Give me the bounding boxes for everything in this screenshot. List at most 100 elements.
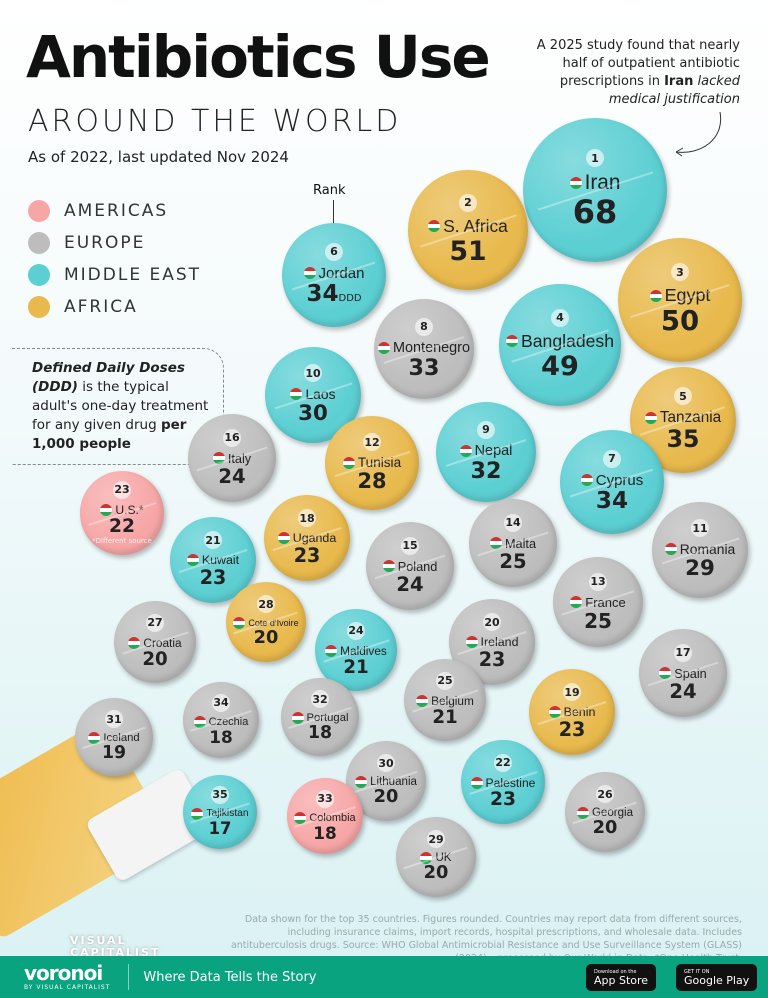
legend-label: MIDDLE EAST: [64, 265, 202, 285]
country-label: Tunisia: [342, 455, 401, 470]
flag-icon: [294, 811, 307, 824]
bubble-jordan: 6 Jordan 34DDD: [282, 223, 386, 327]
value-number: 18: [313, 822, 337, 843]
country-name: Romania: [679, 541, 736, 558]
value-number: 23: [490, 788, 516, 810]
rank-badge: 28: [257, 595, 275, 614]
flag-icon: [470, 776, 483, 789]
country-name: Italy: [227, 450, 252, 466]
value-label: 25: [499, 550, 526, 573]
value-label: 28: [357, 470, 386, 493]
country-label: Iran: [569, 171, 620, 195]
country-label: Egypt: [649, 285, 710, 306]
rank-badge: 3: [671, 263, 689, 282]
flag-icon: [193, 715, 206, 728]
google-play-button[interactable]: GET IT ON Google Play: [676, 964, 758, 991]
rank-badge: 15: [401, 536, 419, 555]
rank-badge: 32: [311, 690, 329, 709]
voronoi-logo-sub: BY VISUAL CAPITALIST: [24, 984, 111, 991]
app-store-button[interactable]: Download on the App Store: [586, 964, 657, 991]
ddd-text: is the typical adult's one-day treatment…: [32, 379, 209, 433]
rank-badge: 31: [105, 710, 123, 729]
bubble-tanzania: 5 Tanzania 35: [630, 367, 736, 473]
flag-icon: [459, 444, 472, 457]
country-label: Bangladesh: [505, 331, 614, 352]
iran-note: A 2025 study found that nearly half of o…: [510, 37, 740, 109]
value-label: 20: [142, 648, 168, 670]
country-name: Portugal: [306, 712, 349, 725]
rank-badge: 12: [363, 433, 381, 452]
bubble-kuwait: 21 Kuwait 23: [170, 517, 256, 603]
country-name: Malta: [504, 535, 537, 551]
value-label: 23: [490, 788, 516, 811]
bubble-palestine: 22 Palestine 23: [461, 740, 545, 824]
flag-icon: [355, 776, 368, 789]
note-text: A 2025 study found that nearly half of o…: [536, 38, 740, 89]
value-label: 24: [669, 680, 696, 703]
value-label: 21: [343, 656, 369, 678]
app-store-label: App Store: [594, 973, 649, 987]
value-number: 20: [142, 648, 168, 670]
bubble-tajikistan: 35 Tajikistan 17: [183, 775, 257, 849]
footer-bar: voronoi BY VISUAL CAPITALIST Where Data …: [0, 956, 768, 998]
rank-badge: 11: [691, 519, 709, 538]
country-name: Belgium: [431, 693, 474, 708]
bubble-italy: 16 Italy 24: [188, 414, 276, 502]
rank-badge: 26: [596, 785, 614, 804]
voronoi-logo[interactable]: voronoi: [24, 961, 103, 985]
bubble-malta: 14 Malta 25: [469, 499, 557, 587]
rank-badge: 4: [551, 308, 569, 327]
legend-swatch: [28, 296, 50, 318]
footer-divider: [128, 964, 130, 990]
bubble-belgium: 25 Belgium 21: [404, 659, 486, 741]
rank-badge: 30: [377, 754, 395, 773]
flag-icon: [420, 852, 433, 865]
rank-badge: 13: [589, 572, 607, 591]
flag-icon: [570, 596, 583, 608]
country-label: Czechia: [193, 715, 248, 728]
value-label: 18: [308, 724, 332, 743]
voronoi-logo-block[interactable]: voronoi BY VISUAL CAPITALIST: [24, 962, 110, 992]
value-number: 33: [408, 354, 440, 381]
flag-icon: [303, 267, 316, 280]
bubble-croatia: 27 Croatia 20: [114, 601, 196, 683]
country-label: UK: [420, 852, 452, 865]
rank-label: Rank: [313, 183, 346, 198]
value-label: 51: [449, 237, 486, 266]
flag-icon: [128, 636, 141, 649]
bubble-nepal: 9 Nepal 32: [436, 402, 536, 502]
value-number: 51: [449, 235, 487, 267]
bubble-iran: 1 Iran 68: [523, 118, 667, 262]
value-number: 30: [298, 401, 328, 427]
value-label: 34: [596, 488, 628, 514]
value-number: 20: [373, 787, 399, 808]
value-number: 21: [343, 656, 369, 678]
country-label: S. Africa: [428, 216, 508, 237]
value-label: 18: [313, 822, 337, 843]
visual-capitalist-logo: VISUAL CAPITALIST: [70, 935, 160, 959]
flag-icon: [186, 554, 199, 567]
country-label: Ireland: [465, 635, 518, 649]
bubble-spain: 17 Spain 24: [639, 629, 727, 717]
country-name: Benin: [563, 705, 596, 720]
value-label: 29: [685, 557, 715, 580]
rank-badge: 7: [603, 449, 621, 468]
rank-arrow-icon: [333, 200, 334, 226]
country-name: Cote d'Ivoire: [248, 618, 299, 629]
value-label: 23: [294, 545, 321, 566]
legend-swatch: [28, 232, 50, 254]
value-label: 17: [209, 819, 232, 838]
value-label: 50: [661, 306, 699, 336]
bubble-uganda: 18 Uganda 23: [264, 495, 350, 581]
flag-icon: [580, 474, 593, 487]
country-label: Uganda: [277, 531, 336, 545]
flag-icon: [377, 341, 390, 354]
bubble-poland: 15 Poland 24: [366, 522, 454, 610]
bubble-cote-d-ivoire: 28 Cote d'Ivoire 20: [226, 582, 306, 662]
bubble-bangladesh: 4 Bangladesh 49: [499, 284, 621, 406]
country-name: Nepal: [474, 442, 513, 459]
value-number: 23: [478, 648, 506, 672]
vc-line2: CAPITALIST: [70, 946, 161, 959]
country-label: Croatia: [128, 636, 182, 650]
bubble-u-s-: 23 U.S.* 22 *Different source: [80, 471, 164, 555]
